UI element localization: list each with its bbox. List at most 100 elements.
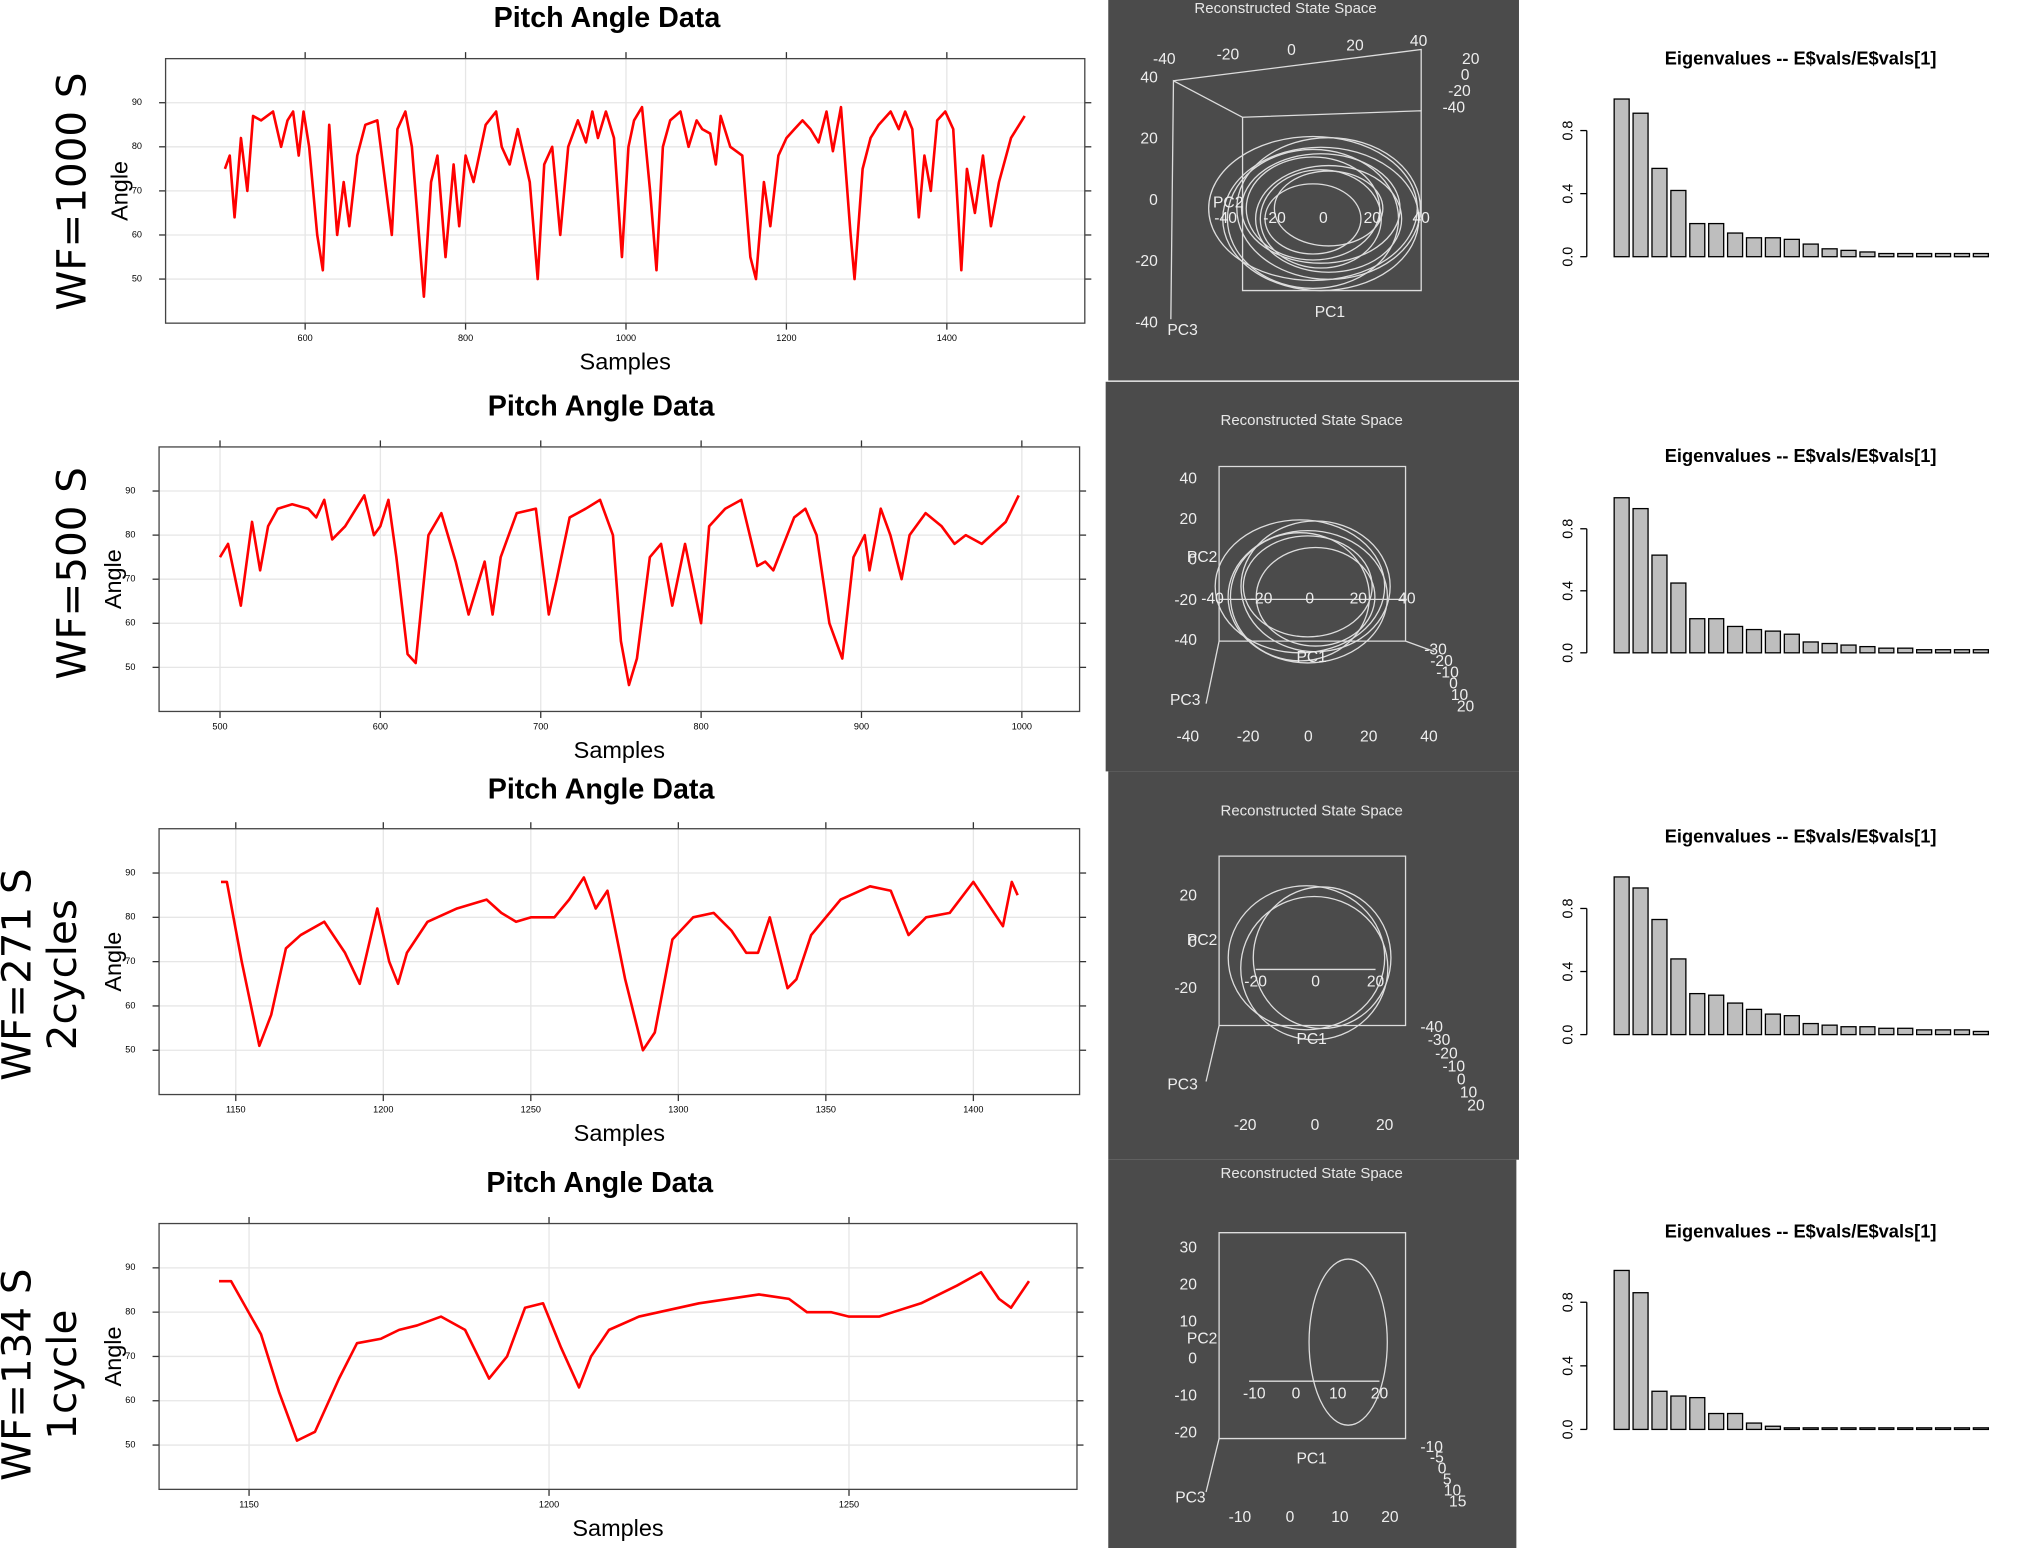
tick-label: 20 bbox=[1371, 1385, 1389, 1402]
tick-label: -20 bbox=[1217, 47, 1240, 64]
axis-label: PC3 bbox=[1167, 322, 1197, 339]
tick-label: -20 bbox=[1263, 210, 1286, 227]
bar bbox=[1613, 98, 1630, 258]
bar bbox=[1764, 1425, 1782, 1431]
tick-label: 0 bbox=[1319, 210, 1328, 227]
tick-label: -5 bbox=[1430, 1450, 1444, 1467]
axis-label: PC1 bbox=[1315, 304, 1345, 321]
bar bbox=[1972, 649, 1990, 654]
tick-label: 0 bbox=[1305, 591, 1314, 608]
tick-label: 0 bbox=[1438, 1461, 1447, 1478]
tick-label: 20 bbox=[1381, 1509, 1399, 1526]
axis-label: PC1 bbox=[1296, 649, 1326, 666]
trajectory bbox=[1227, 885, 1386, 1031]
y-tick-label: 80 bbox=[125, 1307, 135, 1317]
tick-label: -20 bbox=[1448, 83, 1471, 100]
bar bbox=[1916, 649, 1933, 654]
plot-frame bbox=[164, 57, 1086, 324]
x-tick-label: 800 bbox=[694, 721, 709, 731]
y-tick-label: 0.4 bbox=[1560, 184, 1576, 204]
tick-label: -10 bbox=[1174, 1387, 1197, 1404]
bar bbox=[1821, 1427, 1838, 1431]
tick-label: 20 bbox=[1467, 1097, 1485, 1114]
y-tick-label: 90 bbox=[132, 97, 142, 107]
panel-title: Reconstructed State Space bbox=[1194, 0, 1376, 17]
x-axis-label: Samples bbox=[580, 349, 671, 375]
tick-label: 20 bbox=[1346, 37, 1364, 54]
bar bbox=[1745, 1008, 1763, 1036]
bar bbox=[1859, 1427, 1876, 1431]
bar bbox=[1670, 958, 1687, 1036]
x-axis-label: Samples bbox=[574, 1120, 665, 1146]
bar bbox=[1632, 887, 1649, 1036]
y-tick-label: 70 bbox=[125, 574, 135, 584]
y-tick-label: 0.0 bbox=[1560, 247, 1576, 267]
tick-label: 0 bbox=[1188, 1350, 1197, 1367]
bar bbox=[1632, 112, 1649, 258]
tick-label: 40 bbox=[1140, 69, 1158, 86]
data-line bbox=[218, 494, 1020, 687]
x-axis-label: Samples bbox=[574, 737, 665, 763]
bar bbox=[1689, 222, 1706, 258]
tick-label: -20 bbox=[1174, 592, 1197, 609]
bar bbox=[1878, 1427, 1895, 1431]
trajectory bbox=[1308, 1258, 1388, 1426]
tick-label: -20 bbox=[1135, 253, 1158, 270]
tick-label: 10 bbox=[1329, 1385, 1347, 1402]
tick-label: -40 bbox=[1135, 314, 1158, 331]
tick-label: 0 bbox=[1188, 934, 1197, 951]
chart-title: Eigenvalues -- E$vals/E$vals[1] bbox=[1665, 445, 1937, 466]
tick-label: 10 bbox=[1180, 1313, 1198, 1330]
x-tick-label: 800 bbox=[458, 333, 473, 343]
bar bbox=[1745, 628, 1763, 654]
panel-title: Reconstructed State Space bbox=[1221, 412, 1403, 429]
trajectory bbox=[1240, 895, 1389, 1041]
tick-label: 20 bbox=[1140, 131, 1158, 148]
data-line bbox=[223, 105, 1026, 299]
box-frame bbox=[1205, 465, 1435, 704]
tick-label: -20 bbox=[1430, 653, 1453, 670]
tick-label: 5 bbox=[1443, 1472, 1452, 1489]
y-tick-label: 70 bbox=[132, 185, 142, 195]
trajectory bbox=[1240, 520, 1391, 653]
bar bbox=[1934, 649, 1952, 654]
y-tick-label: 0.4 bbox=[1560, 1356, 1576, 1376]
box-frame bbox=[1205, 1232, 1407, 1493]
tick-label: -40 bbox=[1420, 1019, 1443, 1036]
bar bbox=[1651, 167, 1668, 258]
tick-label: -10 bbox=[1243, 1385, 1266, 1402]
y-tick-label: 50 bbox=[125, 662, 135, 672]
x-tick-label: 600 bbox=[298, 333, 313, 343]
bar bbox=[1632, 507, 1649, 654]
bar bbox=[1840, 1026, 1857, 1036]
bar bbox=[1897, 647, 1914, 654]
bar bbox=[1708, 1412, 1725, 1431]
tick-label: -40 bbox=[1214, 210, 1237, 227]
y-tick-label: 90 bbox=[125, 1262, 135, 1272]
tick-label: 40 bbox=[1398, 591, 1416, 608]
tick-label: -10 bbox=[1229, 1509, 1252, 1526]
bar bbox=[1651, 918, 1668, 1036]
tick-label: -30 bbox=[1424, 641, 1447, 658]
bar bbox=[1783, 633, 1800, 654]
tick-label: 30 bbox=[1180, 1239, 1198, 1256]
trajectory bbox=[1227, 529, 1389, 664]
row-label: 1cycle bbox=[38, 1310, 86, 1440]
tick-label: 20 bbox=[1180, 1276, 1198, 1293]
data-line bbox=[219, 1270, 1031, 1442]
tick-label: 10 bbox=[1460, 1084, 1478, 1101]
y-axis-label: Angle bbox=[100, 1326, 126, 1386]
x-tick-label: 1300 bbox=[668, 1105, 688, 1115]
chart-title: Eigenvalues -- E$vals/E$vals[1] bbox=[1665, 826, 1937, 847]
bar bbox=[1670, 582, 1687, 654]
trajectory bbox=[1273, 170, 1384, 247]
y-axis-label: Angle bbox=[100, 549, 126, 609]
x-tick-label: 900 bbox=[854, 721, 869, 731]
bar bbox=[1745, 1422, 1763, 1431]
y-tick-label: 0.8 bbox=[1560, 121, 1576, 141]
tick-label: -20 bbox=[1435, 1045, 1458, 1062]
y-tick-label: 70 bbox=[125, 956, 135, 966]
trajectory bbox=[1254, 164, 1403, 273]
y-tick-label: 90 bbox=[125, 485, 135, 495]
bar bbox=[1708, 222, 1725, 258]
